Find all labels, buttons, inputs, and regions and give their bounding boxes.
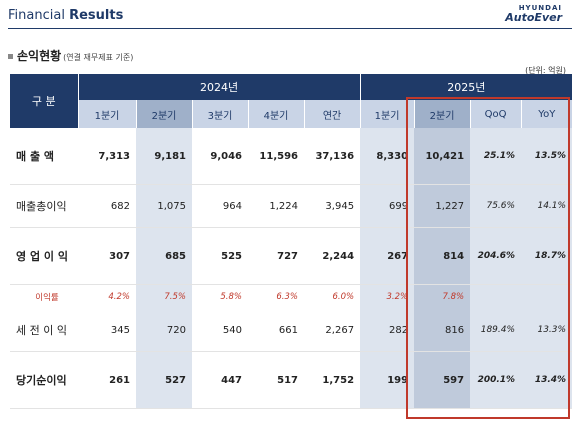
table-cell: 682 (78, 184, 136, 228)
table-cell (521, 284, 573, 309)
table-cell: 25.1% (470, 128, 522, 185)
table-cell: 345 (78, 309, 136, 352)
table-cell: 200.1% (470, 351, 522, 409)
table-cell: 267 (360, 227, 415, 285)
table-cell: 964 (192, 184, 248, 228)
logo-bottom-text: AutoEver (505, 11, 562, 24)
table-cell: 6.3% (276, 292, 298, 302)
table-cell: 2,244 (304, 227, 361, 285)
income-table: 구 분 2024년 2025년 1분기 2분기 3분기 4분기 연간 1분기 2… (10, 74, 573, 409)
table-cell: 720 (136, 309, 192, 352)
table-cell: 7.5% (136, 284, 192, 309)
table-cell: 699 (360, 184, 415, 228)
table-cell: 11,596 (248, 128, 304, 185)
col-qoq: QoQ (469, 100, 522, 128)
table-cell: 13.5% (521, 128, 573, 185)
table-cell: 525 (192, 227, 248, 285)
table-cell: 447 (192, 351, 248, 409)
highlight-box (406, 97, 570, 419)
table-cell: 661 (248, 309, 304, 352)
table-row: 당기순이익 261 527 447 517 1,752 199 597 200.1% 13.4% (10, 351, 573, 409)
table-cell: 307 (78, 227, 136, 285)
col-yoy: YoY (520, 100, 573, 128)
title-bold: Results (69, 8, 124, 23)
group-2024: 2024년 (77, 74, 361, 100)
row-label: 당기순이익 (10, 351, 78, 409)
table-cell: 75.6% (470, 184, 522, 228)
header-divider (8, 28, 572, 29)
group-2025: 2025년 (359, 74, 573, 100)
table-cell: 2,267 (304, 309, 361, 352)
table-cell: 13.3% (521, 309, 573, 352)
row-label: 이익률 (35, 293, 59, 303)
table-cell: 3.2% (360, 284, 415, 309)
table-cell: 527 (136, 351, 192, 409)
col-2024-q4: 4분기 (247, 100, 304, 128)
col-2024-annual: 연간 (303, 100, 361, 128)
table-row: 이익률 4.2% 7.5% 5.8% 6.3% 6.0% 3.2% 7.8% (10, 284, 573, 309)
header-group-row: 구 분 2024년 2025년 (10, 74, 573, 128)
table-cell: 1,224 (248, 184, 304, 228)
table-cell: 597 (414, 351, 471, 409)
page-title: Financial Results (8, 8, 123, 23)
table-cell: 199 (360, 351, 415, 409)
table-row: 매 출 액 7,313 9,181 9,046 11,596 37,136 8,330 10,… (10, 128, 573, 185)
row-label: 매 출 액 (10, 128, 78, 185)
table-cell: 1,752 (304, 351, 361, 409)
table-cell: 8,330 (360, 128, 415, 185)
table-cell: 814 (414, 227, 471, 285)
row-label: 매출총이익 (10, 184, 78, 228)
title-plain: Financial (8, 8, 65, 23)
table-cell: 5.8% (220, 292, 242, 302)
logo-top-text: HYUNDAI (518, 4, 562, 12)
unit-note: (단위: 억원) (525, 66, 566, 75)
col-2025-q1: 1분기 (359, 100, 415, 128)
table-body: 매 출 액 7,313 9,181 9,046 11,596 37,136 8,330 10,… (10, 128, 573, 409)
table-row: 세 전 이 익 345 720 540 661 2,267 282 816 189.4% 13.3… (10, 309, 573, 352)
table-cell: 4.2% (108, 292, 130, 302)
table-cell: 685 (136, 227, 192, 285)
col-2025-q2: 2분기 (413, 100, 471, 128)
col-2024-q3: 3분기 (191, 100, 248, 128)
table-cell: 517 (248, 351, 304, 409)
table-cell: 1,075 (136, 184, 192, 228)
bullet-icon (8, 54, 13, 59)
company-logo: HYUNDAI AutoEver (505, 4, 562, 24)
table-cell (470, 284, 522, 309)
table-cell: 10,421 (414, 128, 471, 185)
table-cell: 282 (360, 309, 415, 352)
row-label: 영 업 이 익 (10, 227, 78, 285)
table-cell: 261 (78, 351, 136, 409)
section-subtitle: (연결 재무제표 기준) (63, 53, 134, 62)
section-title: 손익현황 (연결 재무제표 기준) (8, 47, 133, 64)
header-sub-row: 1분기 2분기 3분기 4분기 연간 1분기 2분기 QoQ YoY (10, 100, 573, 128)
table-cell: 540 (192, 309, 248, 352)
section-title-text: 손익현황 (17, 49, 62, 63)
table-cell: 189.4% (470, 309, 522, 352)
table-cell: 7.8% (414, 284, 471, 309)
table-cell: 727 (248, 227, 304, 285)
col-2024-q2: 2분기 (135, 100, 192, 128)
table-cell: 18.7% (521, 227, 573, 285)
table-cell: 7,313 (78, 128, 136, 185)
table-cell: 1,227 (414, 184, 471, 228)
table-cell: 13.4% (521, 351, 573, 409)
table-cell: 6.0% (332, 292, 355, 302)
table-cell: 204.6% (470, 227, 522, 285)
table-row: 영 업 이 익 307 685 525 727 2,244 267 814 204.6% 18.7… (10, 227, 573, 285)
table-cell: 816 (414, 309, 471, 352)
col-2024-q1: 1분기 (77, 100, 136, 128)
row-label: 세 전 이 익 (10, 309, 78, 352)
corner-label: 구 분 (10, 74, 78, 128)
table-cell: 9,046 (192, 128, 248, 185)
table-cell: 37,136 (304, 128, 361, 185)
table-cell: 9,181 (136, 128, 192, 185)
table-cell: 14.1% (521, 184, 573, 228)
table-cell: 3,945 (304, 184, 361, 228)
table-row: 매출총이익 682 1,075 964 1,224 3,945 699 1,227 75.6% 1… (10, 184, 573, 228)
